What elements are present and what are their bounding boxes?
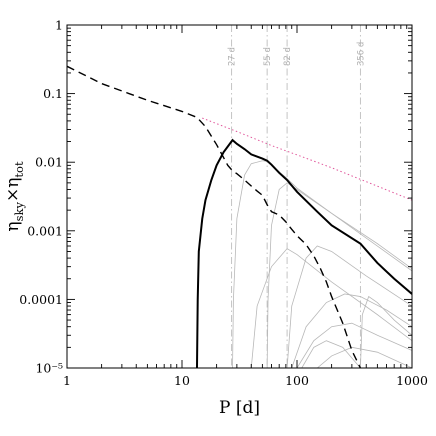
y-tick-label: 0.01 xyxy=(35,155,63,170)
y-axis-title-part: η xyxy=(3,221,23,231)
marker-label: 82 d xyxy=(283,47,293,66)
y-axis-title-subscript: sky xyxy=(12,202,26,222)
y-axis-title-subscript: tot xyxy=(12,161,26,178)
thin-curve xyxy=(296,322,412,368)
thin-curve xyxy=(232,160,412,368)
x-tick-label: 100 xyxy=(285,373,309,388)
y-axis-title-part: η xyxy=(3,178,23,188)
series-line-dashed xyxy=(67,65,362,368)
y-tick-label: 0.1 xyxy=(43,86,63,101)
y-tick-label: 0.001 xyxy=(27,223,63,238)
y-tick-label: 1 xyxy=(55,18,63,33)
x-tick-label: 1 xyxy=(63,373,71,388)
marker-label: 55 d xyxy=(263,47,273,66)
thin-curve xyxy=(250,248,412,368)
thin-curve xyxy=(316,346,412,368)
thin-curve xyxy=(286,245,412,368)
y-axis-title: ηsky×ηtot xyxy=(3,161,26,232)
marker-label: 27 d xyxy=(228,47,238,66)
thin-curve xyxy=(301,340,361,368)
marker-label: 356 d xyxy=(356,42,366,66)
thin-curve xyxy=(291,293,412,368)
series-line-dotted xyxy=(202,117,412,201)
y-axis-title-reset: × xyxy=(3,188,23,202)
y-tick-label: 0.0001 xyxy=(19,292,63,307)
x-tick-label: 1000 xyxy=(396,373,428,388)
series-line-solid-thick xyxy=(195,138,412,368)
x-axis-title: P [d] xyxy=(219,398,260,418)
thin-curve xyxy=(360,295,412,368)
x-tick-label: 10 xyxy=(174,373,190,388)
data-layer xyxy=(67,25,412,368)
plot-frame xyxy=(66,24,413,369)
thin-curve xyxy=(266,182,412,368)
y-tick-label: 10⁻⁵ xyxy=(35,361,63,376)
